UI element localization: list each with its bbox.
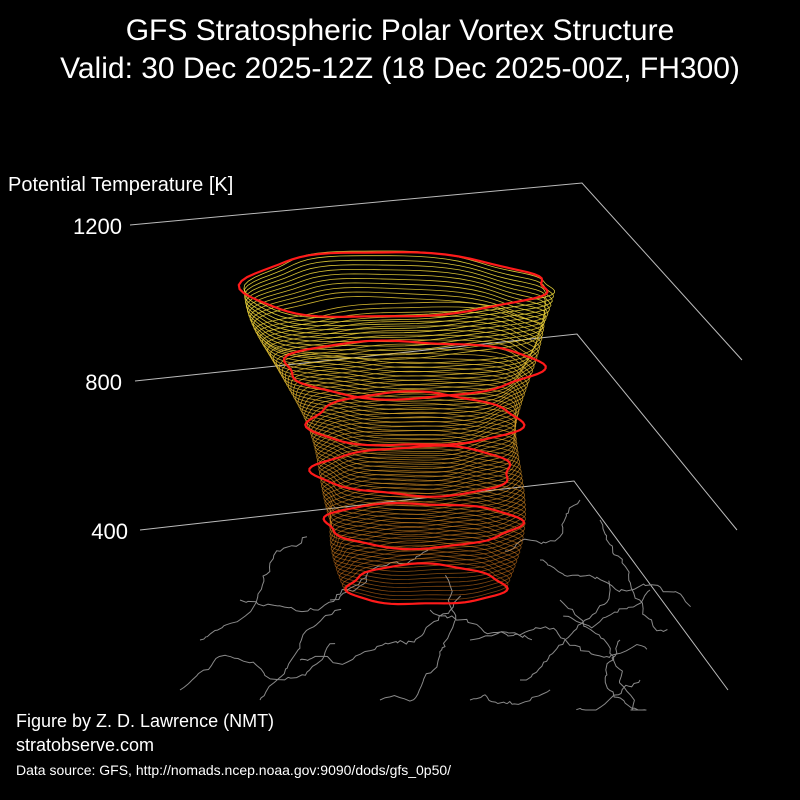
vortex-contour <box>321 469 525 519</box>
vortex-contour <box>249 287 546 351</box>
tick-label-800: 800 <box>85 370 122 395</box>
vortex-contour <box>301 384 520 440</box>
vortex-contour <box>267 325 539 385</box>
credit-author: Figure by Z. D. Lawrence (NMT) <box>16 711 275 731</box>
vortex-contour <box>329 508 525 556</box>
vortex-contour <box>326 491 526 540</box>
vortex-contour <box>323 478 526 528</box>
vortex-contour <box>243 250 555 319</box>
highlight-contour <box>304 390 526 447</box>
vortex-contour <box>246 277 547 343</box>
gridline-800 <box>134 333 738 531</box>
highlight-contour <box>344 562 509 606</box>
coastline-segment <box>239 575 368 613</box>
vortex-contour <box>245 273 549 339</box>
coastline-segment <box>199 536 308 641</box>
highlighted-isentropic-contours <box>237 251 549 606</box>
vortex-contour <box>261 315 542 377</box>
vortex-contour <box>311 411 517 465</box>
coastline-segment <box>179 643 336 691</box>
coastline-segment <box>429 609 533 641</box>
coastline-segment <box>520 580 611 681</box>
vortex-contour <box>316 434 519 486</box>
vortex-contour <box>338 549 513 593</box>
coastline-segment <box>540 559 691 608</box>
tick-label-400: 400 <box>91 519 128 544</box>
figure-title-line2: Valid: 30 Dec 2025-12Z (18 Dec 2025-00Z,… <box>60 52 740 85</box>
coastline-segment <box>379 574 457 702</box>
highlight-contour <box>237 251 549 318</box>
coastline-segment <box>505 499 581 552</box>
coastline-segment <box>599 519 668 632</box>
vortex-contour <box>320 460 524 511</box>
vortex-contour <box>264 320 541 381</box>
vortex-contour <box>334 535 518 580</box>
highlight-contour <box>282 339 547 401</box>
coastline-segment <box>469 689 551 705</box>
vortex-contour <box>299 379 521 436</box>
coastline-segment <box>604 639 647 711</box>
vortex-contour <box>254 301 544 364</box>
highlight-contour <box>322 501 526 551</box>
coastline-segment <box>563 589 651 629</box>
coastline-segment <box>469 626 648 658</box>
coastline-segment <box>576 679 641 711</box>
vortex-contour <box>314 425 518 478</box>
z-axis-label: Potential Temperature [K] <box>8 174 234 196</box>
tick-label-1200: 1200 <box>73 214 122 239</box>
vortex-contour <box>309 407 516 461</box>
base-map-coastlines <box>179 499 691 711</box>
vortex-contour <box>341 558 509 600</box>
gridline-400 <box>139 480 729 691</box>
figure-title-line1: GFS Stratospheric Polar Vortex Structure <box>125 14 675 47</box>
vortex-contour <box>320 465 524 515</box>
vortex-contour <box>335 540 516 584</box>
coastline-segment <box>559 599 645 711</box>
vortex-contour <box>325 487 527 536</box>
vortex-contour <box>259 311 543 373</box>
vortex-contour <box>315 429 518 482</box>
credit-data-source: Data source: GFS, http://nomads.ncep.noa… <box>16 762 452 778</box>
vortex-contour <box>337 544 514 589</box>
vortex-contour <box>319 456 523 507</box>
vortex-contour <box>297 375 522 431</box>
coastline-segment <box>299 595 462 665</box>
vortex-contour <box>340 553 511 596</box>
coastline-segment <box>259 608 342 701</box>
credit-website: stratobserve.com <box>16 735 155 755</box>
highlight-contour <box>308 444 512 498</box>
vortex-contour <box>248 282 546 347</box>
vortex-contour <box>252 296 545 360</box>
vortex-contour <box>324 482 526 532</box>
gridline-1200 <box>129 182 743 361</box>
axis-gridlines <box>129 182 743 691</box>
